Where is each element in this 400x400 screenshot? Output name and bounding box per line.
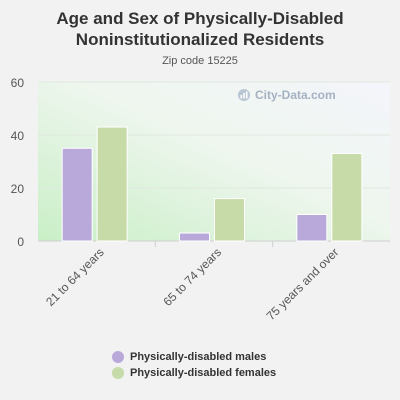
x-tick-label: 65 to 74 years [160, 245, 224, 309]
y-tick-label: 20 [11, 182, 25, 196]
chart-title: Age and Sex of Physically-Disabled Nonin… [0, 8, 400, 50]
bar [96, 126, 128, 242]
y-tick-label: 60 [11, 76, 25, 90]
chart-title-text: Age and Sex of Physically-Disabled Nonin… [56, 9, 344, 49]
watermark: City-Data.com [238, 88, 336, 102]
bars [61, 126, 363, 242]
legend-item-females: Physically-disabled females [112, 365, 276, 381]
watermark-text: City-Data.com [255, 88, 336, 102]
x-tick-label: 75 years and over [264, 245, 342, 323]
bar [179, 232, 210, 242]
legend-item-males: Physically-disabled males [112, 349, 276, 365]
bar [214, 198, 245, 242]
bar [61, 147, 93, 242]
chart-subtitle: Zip code 15225 [162, 55, 238, 67]
legend: Physically-disabled males Physically-dis… [112, 349, 276, 381]
bar [331, 153, 363, 242]
watermark-logo-icon [238, 89, 250, 101]
legend-label-males: Physically-disabled males [130, 351, 267, 363]
bar [296, 214, 328, 242]
legend-swatch-males [112, 351, 124, 363]
x-tick-label: 21 to 64 years [43, 245, 107, 309]
y-tick-label: 40 [11, 129, 25, 143]
y-tick-label: 0 [17, 235, 24, 249]
legend-swatch-females [112, 367, 124, 379]
legend-label-females: Physically-disabled females [130, 367, 277, 379]
